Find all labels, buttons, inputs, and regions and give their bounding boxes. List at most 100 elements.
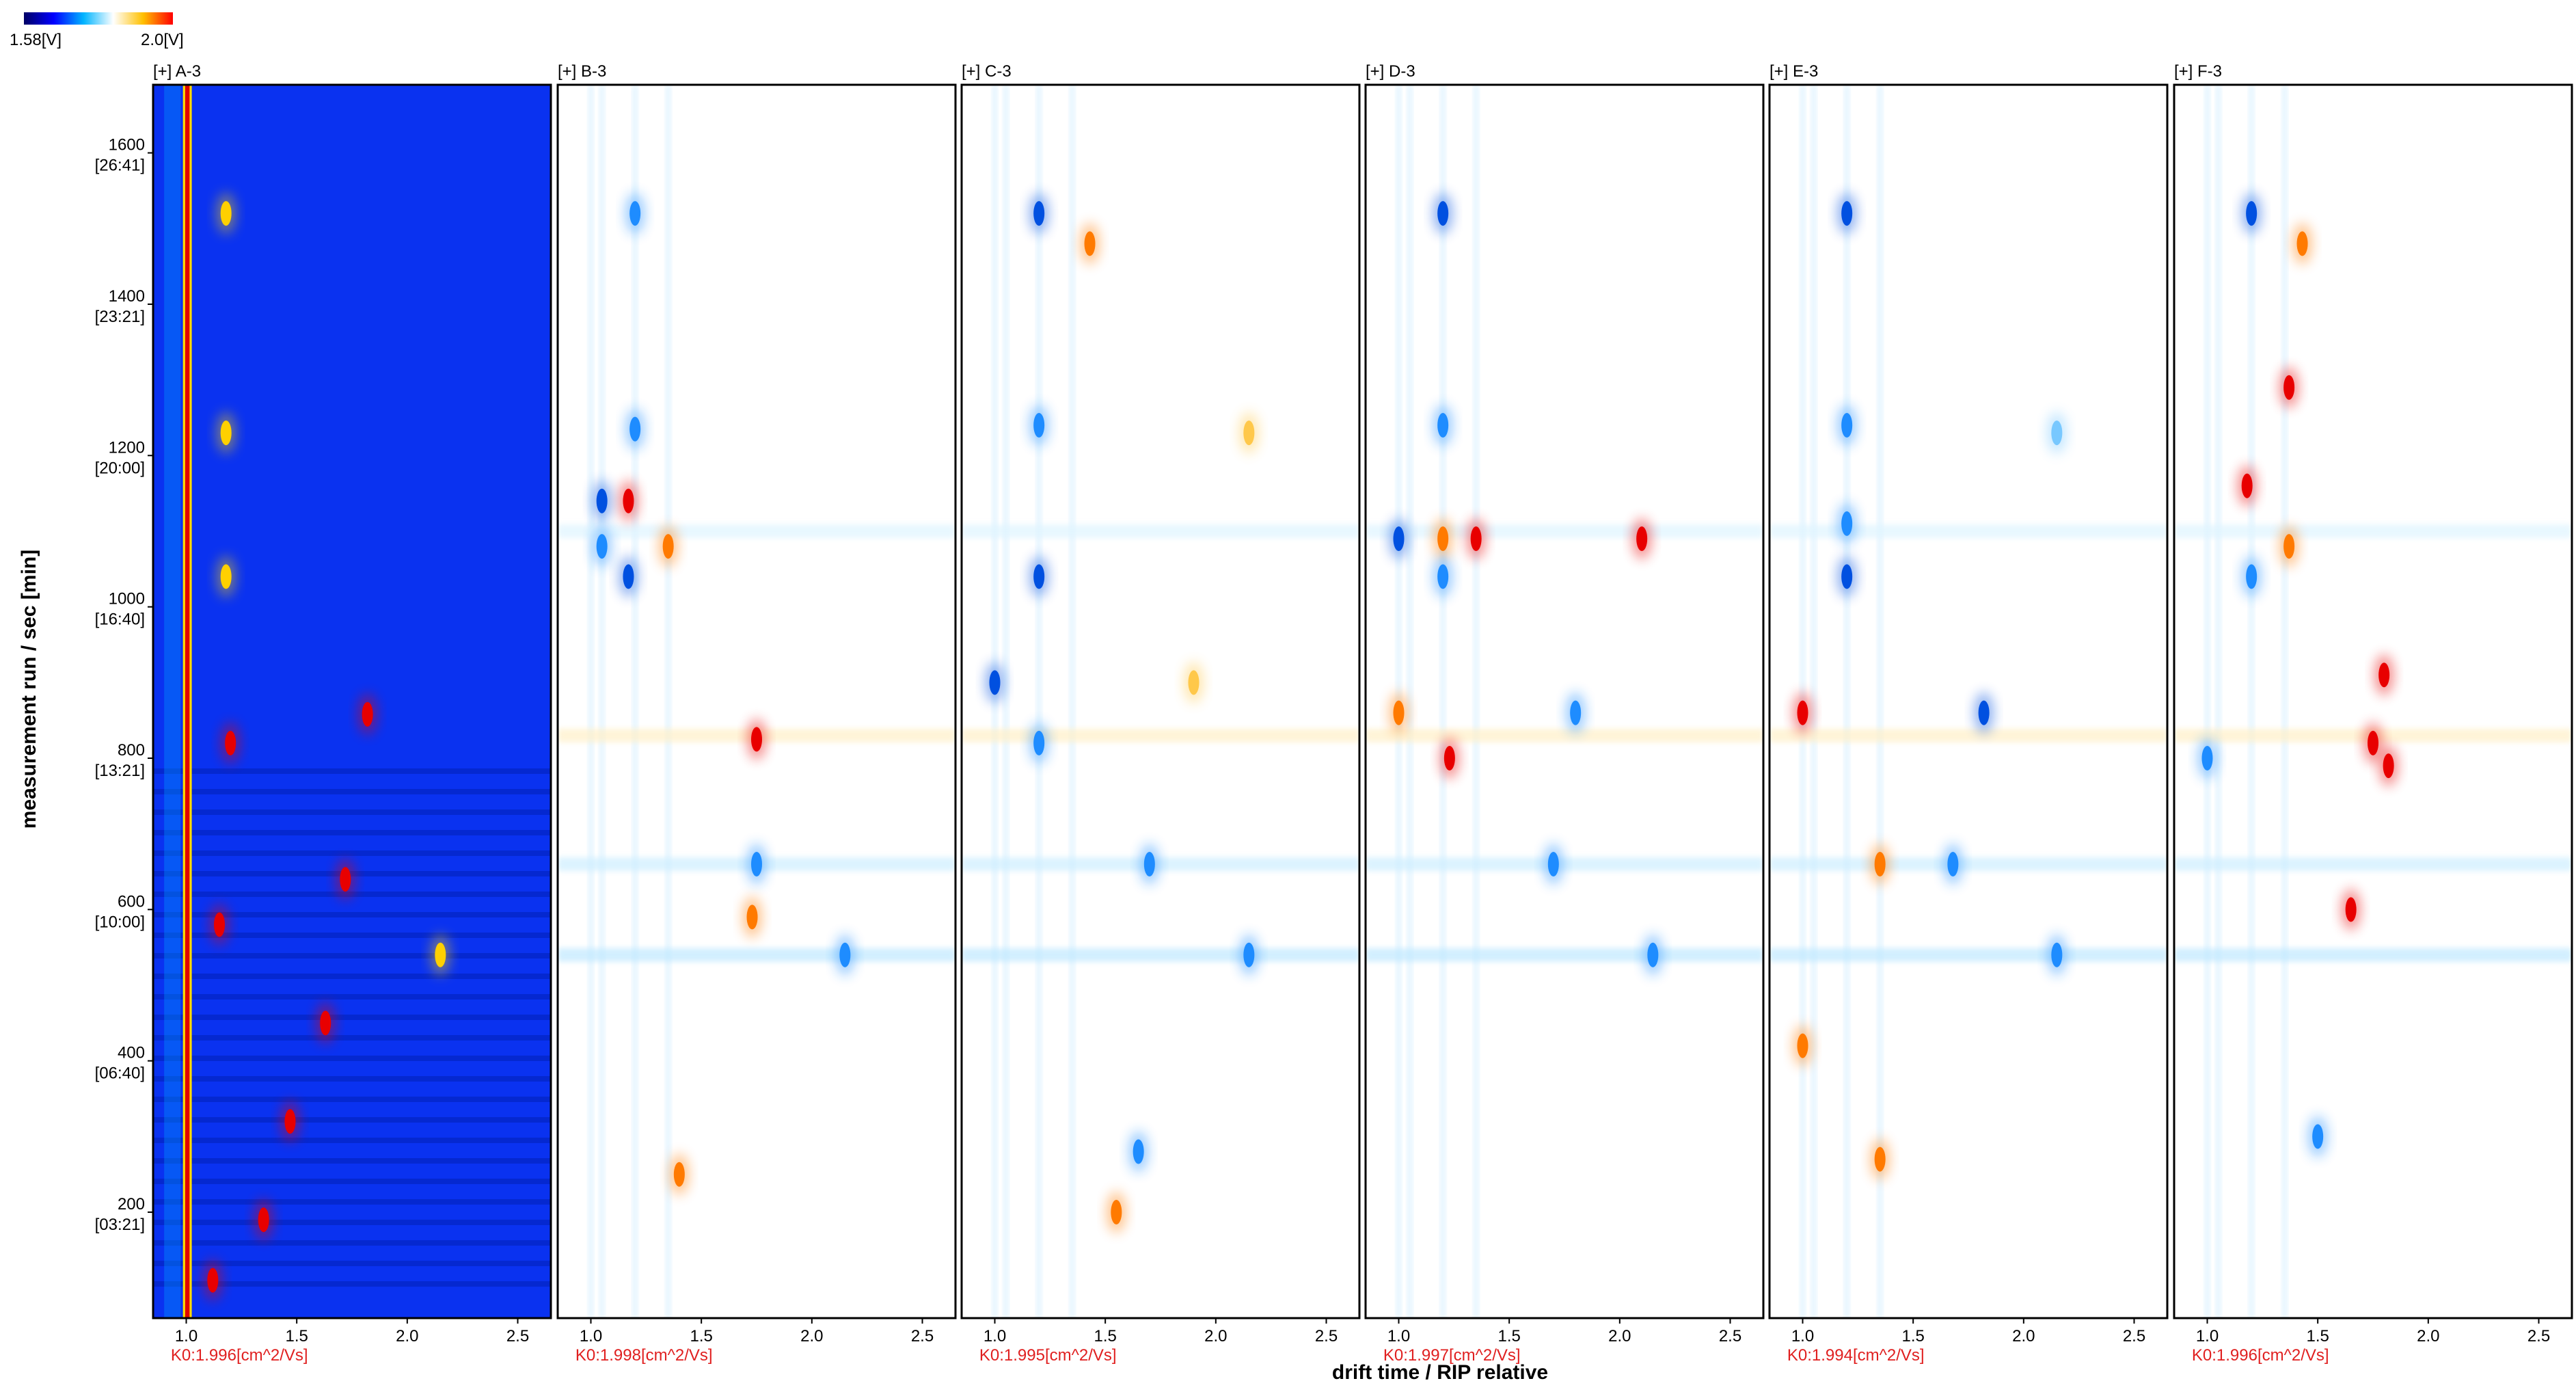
signal-spot xyxy=(340,867,351,892)
streak xyxy=(1003,85,1008,1318)
streak xyxy=(2249,85,2254,1318)
x-tick-label: 1.0 xyxy=(175,1327,198,1345)
signal-spot xyxy=(596,534,608,559)
streak xyxy=(1441,85,1446,1318)
signal-spot xyxy=(1437,413,1449,438)
band xyxy=(558,948,955,962)
y-tick-label-min: [20:00] xyxy=(95,459,145,477)
signal-spot xyxy=(2246,564,2258,589)
x-tick-label: 1.0 xyxy=(1387,1327,1410,1345)
x-tick-label: 2.0 xyxy=(1204,1327,1227,1345)
y-tick-label-min: [16:40] xyxy=(95,611,145,629)
signal-spot xyxy=(2312,1124,2324,1149)
texture-band xyxy=(153,1158,551,1164)
texture-band xyxy=(153,1199,551,1205)
signal-spot xyxy=(362,701,373,727)
signal-spot xyxy=(629,416,641,442)
texture-band xyxy=(153,953,551,959)
signal-spot xyxy=(1393,700,1405,725)
k0-label: K0:1.997[cm^2/Vs] xyxy=(1383,1346,1521,1365)
rip-column-core xyxy=(185,85,190,1318)
streak xyxy=(1070,85,1074,1318)
signal-spot xyxy=(1978,700,1990,725)
band xyxy=(558,524,955,538)
texture-band xyxy=(153,1097,551,1102)
panel-background xyxy=(2174,85,2572,1318)
y-tick-label-sec: 1400 xyxy=(109,287,145,306)
signal-spot xyxy=(2246,201,2258,226)
signal-spot xyxy=(1111,1200,1122,1225)
signal-spot xyxy=(1437,201,1449,226)
streak xyxy=(1811,85,1816,1318)
signal-spot xyxy=(220,201,232,226)
y-tick-label-min: [06:40] xyxy=(95,1064,145,1083)
k0-label: K0:1.998[cm^2/Vs] xyxy=(575,1346,713,1365)
signal-spot xyxy=(1133,1139,1144,1164)
x-tick-label: 1.5 xyxy=(690,1327,712,1345)
band xyxy=(1770,524,2167,538)
x-tick-label: 2.5 xyxy=(2123,1327,2145,1345)
signal-spot xyxy=(2051,942,2063,967)
panel-3: [+] C-3 1.0 1.5 2.0 2.5 K0:1.995[cm^2/Vs] xyxy=(960,62,1361,1365)
panel-frame xyxy=(1768,83,2169,1319)
y-axis-label: measurement run / sec [min] xyxy=(18,550,40,829)
streak xyxy=(633,85,638,1318)
x-tick-label: 2.0 xyxy=(800,1327,823,1345)
signal-spot xyxy=(1470,526,1482,552)
streak xyxy=(1845,85,1849,1318)
signal-spot xyxy=(435,942,446,967)
texture-band xyxy=(153,830,551,835)
x-tick-label: 2.5 xyxy=(1315,1327,1338,1345)
signal-spot xyxy=(2283,375,2295,400)
y-tick-label-sec: 1000 xyxy=(109,590,145,608)
k0-label: K0:1.996[cm^2/Vs] xyxy=(171,1346,308,1365)
texture-band xyxy=(153,1035,551,1041)
band xyxy=(2174,857,2572,871)
panel-frame xyxy=(556,83,957,1319)
signal-spot xyxy=(1033,730,1045,755)
panel-5: [+] E-3 1.0 1.5 2.0 2.5 K0:1.994[cm^2/Vs] xyxy=(1768,62,2169,1365)
signal-spot xyxy=(596,488,608,513)
signal-spot xyxy=(1841,201,1853,226)
colorbar-max-label: 2.0[V] xyxy=(141,31,184,49)
signal-spot xyxy=(1084,231,1096,256)
panel-1: [+] A-3 1.0 1.5 2.0 2.5 K0:1.996[cm^2/Vs] xyxy=(152,62,552,1365)
x-tick-label: 2.0 xyxy=(2012,1327,2035,1345)
signal-spot xyxy=(751,851,762,876)
streak xyxy=(588,85,593,1318)
band xyxy=(962,948,1359,962)
x-tick-label: 2.5 xyxy=(2527,1327,2550,1345)
texture-band xyxy=(153,912,551,917)
band xyxy=(1366,524,1763,538)
x-tick-label: 2.5 xyxy=(506,1327,529,1345)
signal-spot xyxy=(1841,564,1853,589)
colorbar-min-label: 1.58[V] xyxy=(10,31,62,49)
texture-band xyxy=(153,809,551,815)
signal-spot xyxy=(1443,746,1455,771)
texture-band xyxy=(153,1240,551,1246)
signal-spot xyxy=(746,904,758,930)
y-tick-label-min: [23:21] xyxy=(95,308,145,326)
texture-band xyxy=(153,994,551,1000)
texture-band xyxy=(153,892,551,897)
y-tick-label-sec: 400 xyxy=(118,1044,145,1062)
signal-spot xyxy=(662,534,674,559)
signal-spot xyxy=(2378,662,2390,688)
x-tick-label: 2.0 xyxy=(1608,1327,1631,1345)
x-tick-label: 2.5 xyxy=(1719,1327,1741,1345)
x-tick-label: 1.5 xyxy=(1094,1327,1116,1345)
panel-title: [+] D-3 xyxy=(1366,62,1415,81)
signal-spot xyxy=(673,1162,685,1187)
signal-spot xyxy=(1437,526,1449,552)
y-tick-label-sec: 1600 xyxy=(109,136,145,155)
signal-spot xyxy=(320,1010,331,1036)
signal-spot xyxy=(1033,564,1045,589)
signal-spot xyxy=(1874,1147,1886,1172)
y-tick-label-min: [13:21] xyxy=(95,762,145,780)
signal-spot xyxy=(1874,851,1886,876)
signal-spot xyxy=(2296,231,2308,256)
signal-spot xyxy=(220,420,232,446)
texture-band xyxy=(153,1220,551,1225)
signal-spot xyxy=(1841,413,1853,438)
texture-band xyxy=(153,974,551,979)
